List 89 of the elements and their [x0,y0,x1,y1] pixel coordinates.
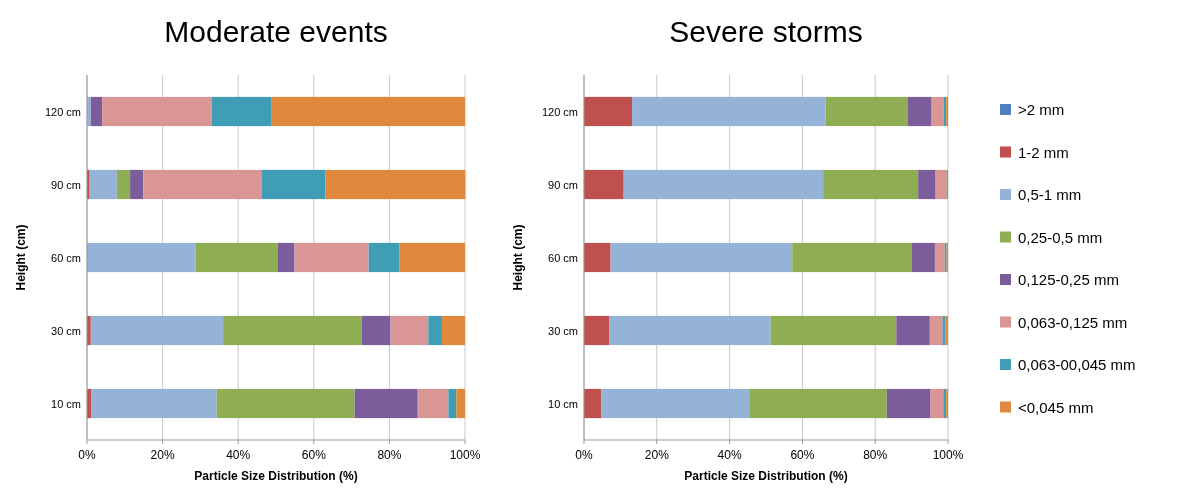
x-tick-label: 20% [644,448,670,462]
y-tick-label: 60 cm [548,251,578,264]
y-tick-label: 120 cm [541,105,578,118]
bar [89,169,117,200]
legend-label: 0,5-1 mm [1018,186,1082,203]
x-axis-title: Particle Size Distribution (%) [194,469,358,483]
y-tick-label: 30 cm [51,324,81,337]
bar [584,96,633,127]
bar [448,388,457,419]
bar [930,388,944,419]
x-tick-label: 80% [863,448,888,462]
x-tick-label: 100% [449,448,481,462]
bar [825,96,908,127]
bar [935,169,946,200]
bar [130,169,144,200]
legend-label: 0,063-0,125 mm [1018,313,1128,331]
bar [428,315,442,346]
bar [90,315,224,346]
bar [368,242,400,273]
legend-label: >2 mm [1018,101,1065,118]
bar [90,96,103,127]
legend-label: 1-2 mm [1018,143,1069,161]
bar [262,169,326,200]
bar [610,242,793,273]
bar [632,96,826,127]
bar [792,242,912,273]
bar [399,242,465,273]
bar [223,315,362,346]
bar [277,242,295,273]
bar [390,315,429,346]
x-tick-label: 60% [790,448,815,462]
bar [143,169,263,200]
y-tick-label: 30 cm [548,324,578,337]
legend-label: 0,25-0,5 mm [1018,228,1103,246]
x-tick-label: 80% [377,448,402,462]
bar [361,315,391,346]
x-tick-label: 0% [575,448,593,462]
x-tick-label: 40% [226,448,251,462]
y-tick-label: 10 cm [51,397,81,410]
bar [102,96,212,127]
y-axis-title: Height (cm) [14,224,28,291]
bar [823,169,919,200]
legend-label: 0,125-0,25 mm [1018,271,1119,288]
bar [886,388,931,419]
bar [934,242,945,273]
x-tick-label: 40% [717,448,742,462]
bar [584,388,602,419]
bar [216,388,355,419]
bar [931,96,944,127]
bar [116,169,131,200]
bar [584,169,624,200]
bar [325,169,466,200]
legend-label: 0,063-00,045 mm [1018,356,1136,373]
bar [929,315,943,346]
bar [271,96,465,127]
x-tick-label: 60% [301,448,327,462]
x-axis-title: Particle Size Distribution (%) [684,469,848,483]
bar [749,388,887,419]
y-axis-title: Height (cm) [511,224,525,291]
bar [896,315,930,346]
bar [907,96,932,127]
bar [584,315,610,346]
y-tick-label: 10 cm [548,397,578,410]
legend-label: <0,045 mm [1018,398,1094,416]
bar [456,388,465,419]
bar [87,242,196,273]
bar [623,169,824,200]
bar [918,169,936,200]
chart-title: Severe storms [669,15,863,48]
bar [294,242,369,273]
bar [770,315,897,346]
bar [91,388,217,419]
bar [911,242,935,273]
bar [441,315,465,346]
y-tick-label: 90 cm [548,178,578,191]
bar [609,315,771,346]
bar [354,388,418,419]
y-tick-label: 60 cm [51,251,81,264]
y-tick-label: 120 cm [44,105,81,118]
bar [211,96,272,127]
x-tick-label: 0% [78,448,96,462]
x-tick-label: 20% [150,448,175,462]
bar [601,388,750,419]
bar [417,388,449,419]
x-tick-label: 100% [932,448,964,462]
bar [195,242,278,273]
y-tick-label: 90 cm [51,178,81,191]
chart-title: Moderate events [164,15,388,48]
bar [584,242,611,273]
